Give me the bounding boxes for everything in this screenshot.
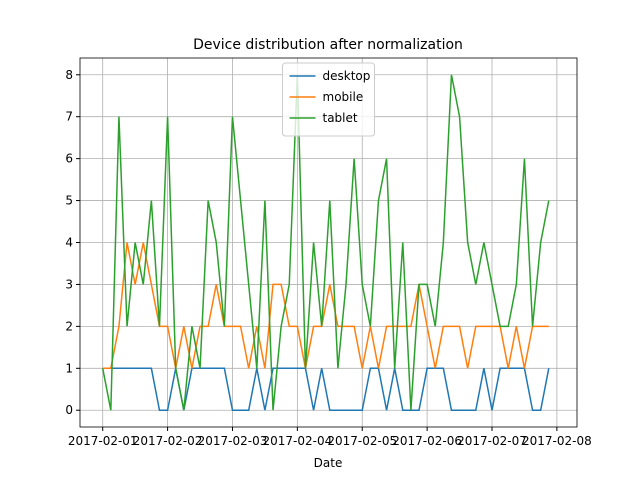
x-tick-label: 2017-02-08 [522,434,592,448]
x-axis-label: Date [314,456,343,470]
legend-label: mobile [323,90,364,104]
y-tick-label: 4 [65,236,73,250]
y-tick-label: 1 [65,361,73,375]
x-tick-label: 2017-02-01 [68,434,138,448]
plot-frame [79,57,578,428]
y-tick-label: 0 [65,403,73,417]
x-tick-label: 2017-02-04 [262,434,332,448]
chart-title: Device distribution after normalization [193,37,463,53]
x-tick-label: 2017-02-05 [327,434,397,448]
x-tick-label: 2017-02-03 [198,434,268,448]
y-tick-label: 8 [65,68,73,82]
y-tick-label: 5 [65,194,73,208]
x-tick-label: 2017-02-06 [392,434,462,448]
y-tick-label: 7 [65,110,73,124]
series-line [102,242,549,370]
legend: desktop mobile tablet [282,62,375,137]
y-tick-label: 6 [65,152,73,166]
legend-label: desktop [323,69,371,83]
y-tick-label: 3 [65,277,73,291]
legend-label: tablet [323,111,358,125]
y-tick-label: 2 [65,319,73,333]
series-line [102,367,550,411]
x-tick-label: 2017-02-07 [457,434,527,448]
x-tick-label: 2017-02-02 [133,434,203,448]
series-line [101,74,550,411]
